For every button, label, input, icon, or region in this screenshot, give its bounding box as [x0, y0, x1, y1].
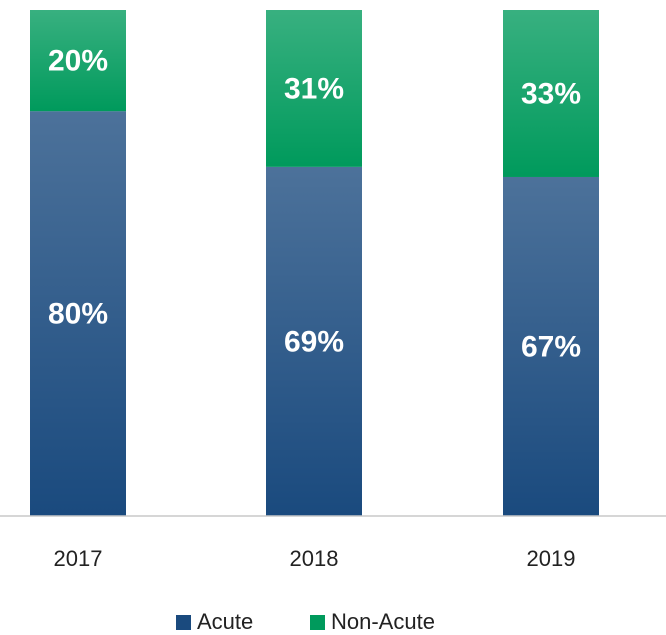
value-label: 69% — [284, 325, 344, 358]
x-tick-label: 2019 — [527, 546, 576, 571]
value-label: 20% — [48, 45, 108, 78]
value-label: 67% — [521, 330, 581, 363]
legend-label: Acute — [197, 609, 253, 634]
value-label: 80% — [48, 298, 108, 331]
x-tick-label: 2017 — [54, 546, 103, 571]
legend-swatch — [176, 615, 191, 630]
x-tick-label: 2018 — [290, 546, 339, 571]
legend-label: Non-Acute — [331, 609, 435, 634]
value-label: 33% — [521, 77, 581, 110]
legend-swatch — [310, 615, 325, 630]
value-label: 31% — [284, 72, 344, 105]
